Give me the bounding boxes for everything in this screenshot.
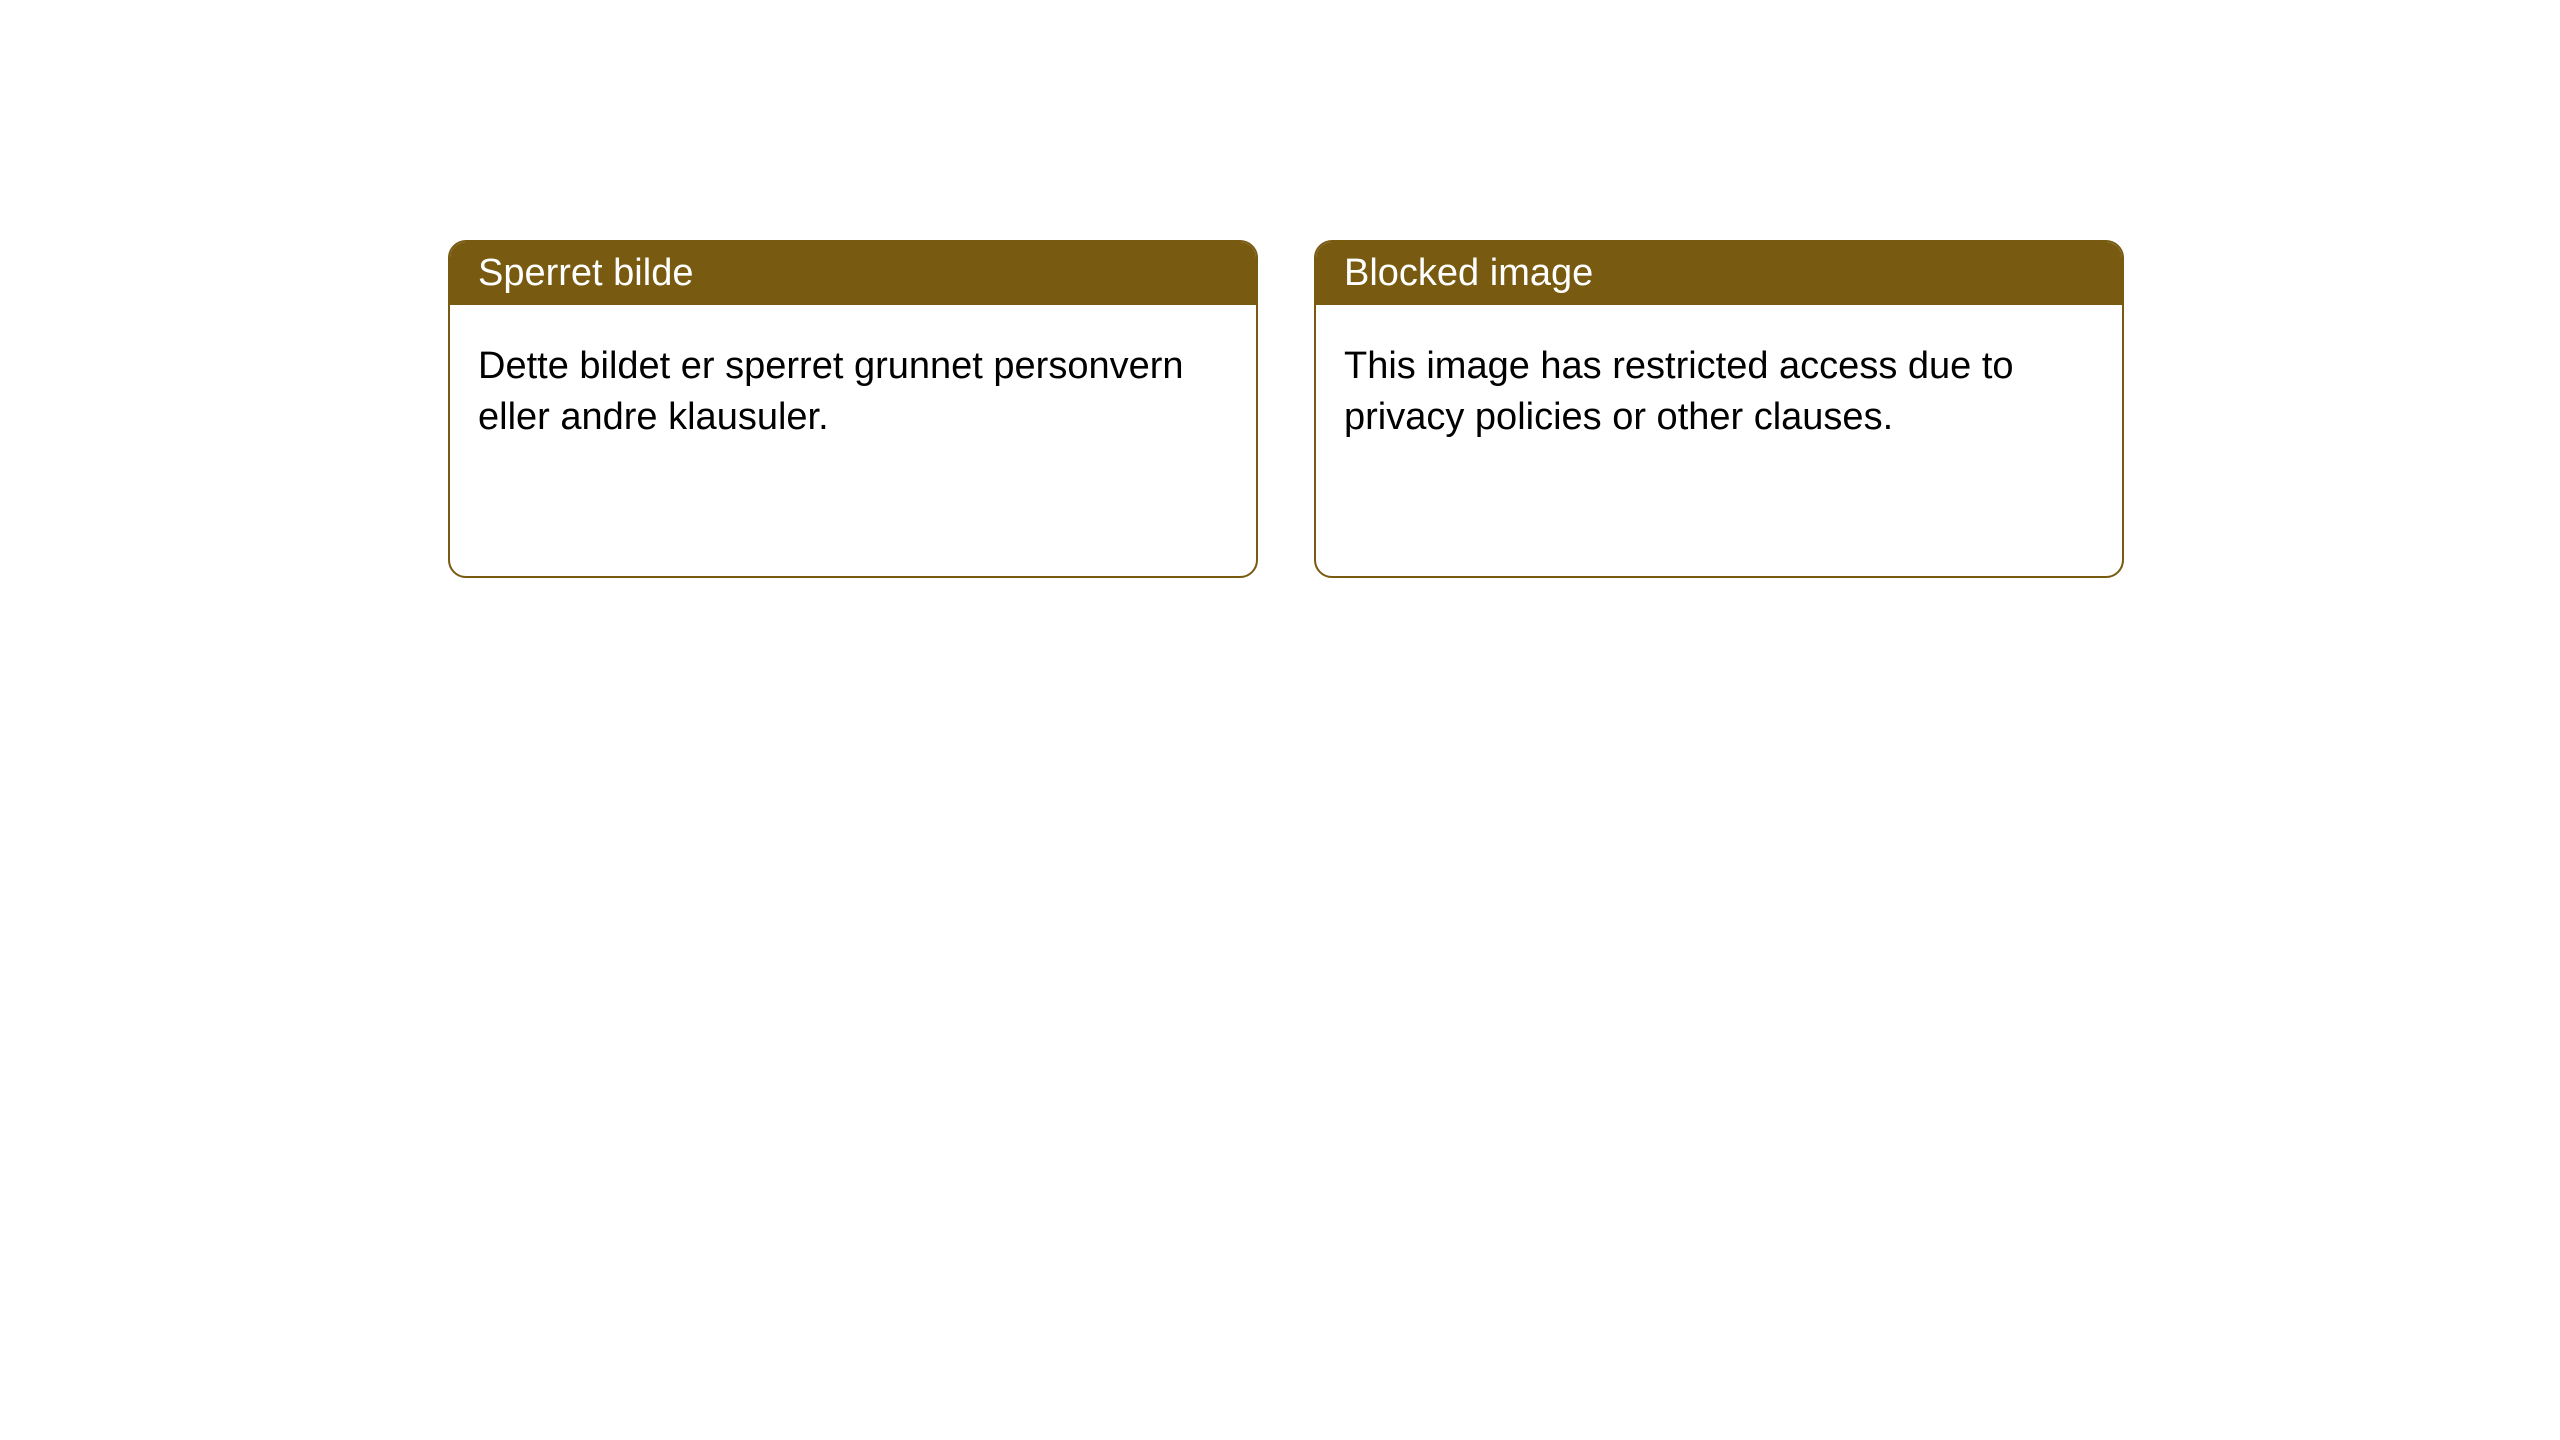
card-header-norwegian: Sperret bilde xyxy=(450,242,1256,305)
blocked-image-card-english: Blocked image This image has restricted … xyxy=(1314,240,2124,578)
card-body-english: This image has restricted access due to … xyxy=(1316,305,2122,480)
card-header-english: Blocked image xyxy=(1316,242,2122,305)
notice-container: Sperret bilde Dette bildet er sperret gr… xyxy=(0,0,2560,578)
blocked-image-card-norwegian: Sperret bilde Dette bildet er sperret gr… xyxy=(448,240,1258,578)
card-body-norwegian: Dette bildet er sperret grunnet personve… xyxy=(450,305,1256,480)
